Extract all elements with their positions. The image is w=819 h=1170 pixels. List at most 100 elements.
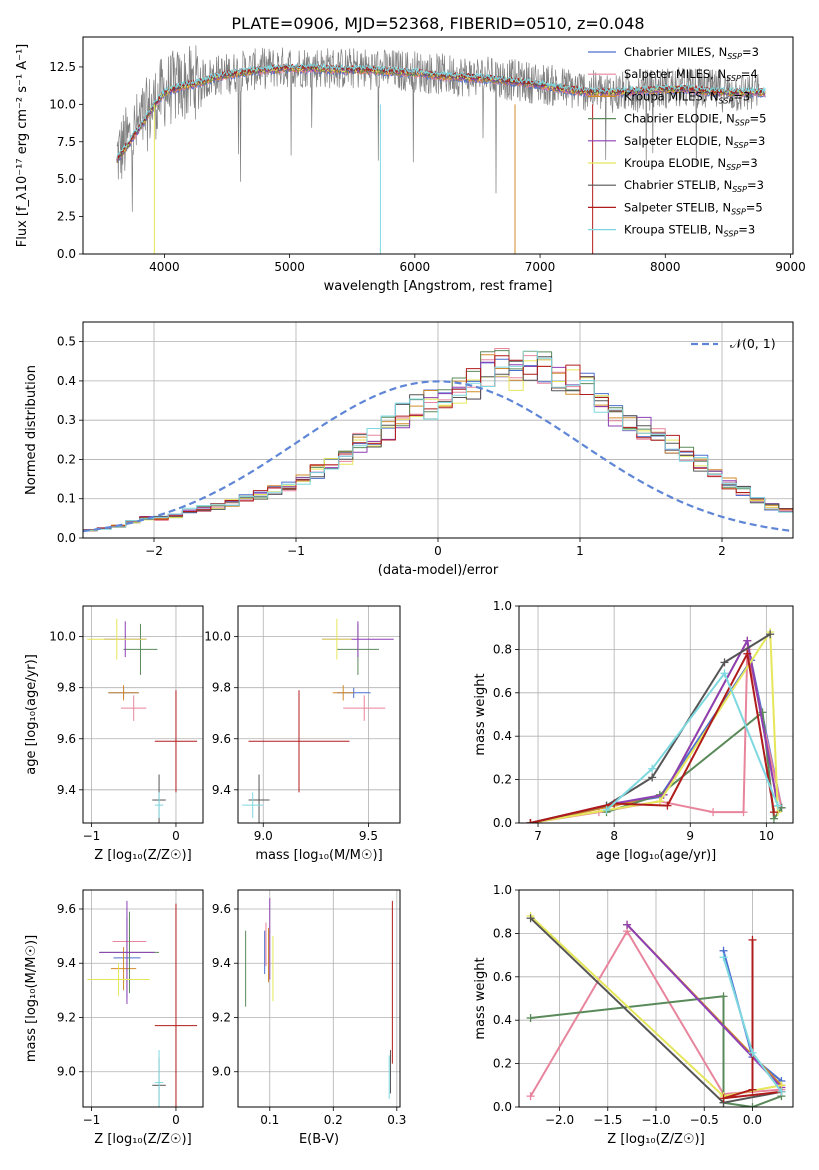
x-tick-label: −1.0: [641, 1113, 670, 1127]
y-tick-label: 2.5: [57, 210, 76, 224]
panel-age-vs-Z: −1 0 9.4 9.6 9.8 10.0 Z [log₁₀(Z/Z☉)] age [log₁…: [24, 605, 204, 863]
legend-label: Chabrier ELODIE, NSSP=5: [624, 112, 766, 128]
x-tick-label: 9: [686, 829, 694, 843]
y-axis-label: Normed distribution: [24, 365, 39, 495]
axes-frame: [518, 605, 794, 824]
plot-area: [83, 890, 203, 1107]
x-axis-label: Z [log₁₀(Z/Z☉)]: [94, 848, 191, 863]
x-tick-label: 5000: [274, 260, 305, 274]
weight-line-kroupa_stelib: [605, 672, 779, 811]
x-tick-label: 6000: [400, 260, 431, 274]
y-tick-label: 9.8: [57, 681, 76, 695]
y-tick-label: 7.5: [57, 135, 76, 149]
y-tick-label: 0.6: [493, 970, 512, 984]
x-tick-label: 0.3: [387, 1113, 406, 1127]
weight-line-salpeter_elodie: [626, 924, 783, 1089]
legend-label: Salpeter STELIB, NSSP=5: [624, 200, 763, 216]
y-tick-label: 0.0: [57, 247, 76, 261]
x-tick-label: −0.5: [690, 1113, 719, 1127]
axes-frame: [82, 321, 794, 539]
y-tick-label: 0.2: [493, 1057, 512, 1071]
legend: 𝒩(0, 1): [691, 336, 776, 351]
x-tick-label: −2.0: [545, 1113, 574, 1127]
histogram-kroupa_stelib: [83, 350, 793, 531]
y-tick-label: 9.4: [57, 956, 76, 970]
x-tick-label: 2: [718, 544, 726, 558]
panel-weight-vs-age: 7 8 9 10 0.0 0.2 0.4 0.6 0.8 1.0 age [log₁₀(age/yr…: [473, 599, 794, 863]
x-tick-label: 0.2: [324, 1113, 343, 1127]
y-tick-label: 9.4: [212, 783, 231, 797]
histogram-salpeter_elodie: [83, 359, 793, 531]
plot-area: [238, 606, 400, 823]
panel-mass-vs-Z: −1 0 9.0 9.2 9.4 9.6 Z [log₁₀(Z/Z☉)] mass [log₁…: [24, 889, 204, 1147]
legend: Chabrier MILES, NSSP=3 Salpeter MILES, NS…: [588, 45, 766, 239]
y-axis-label: mass weight: [473, 957, 488, 1039]
legend-label: Salpeter ELODIE, NSSP=3: [624, 134, 765, 150]
x-axis-label: age [log₁₀(age/yr)]: [596, 848, 717, 863]
weight-line-salpeter_stelib: [722, 939, 782, 1100]
y-tick-label: 0.3: [57, 413, 76, 427]
y-tick-label: 5.0: [57, 172, 76, 186]
panel-residuals: −2 −1 0 1 2 0.0 0.1 0.2 0.3 0.4 0.5 (data-model)/er…: [24, 321, 794, 578]
y-tick-label: 0.0: [57, 531, 76, 545]
x-tick-label: 0.1: [260, 1113, 279, 1127]
x-tick-label: 9.5: [359, 829, 378, 843]
panel-mass-vs-EBV: 0.1 0.2 0.3 9.0 9.2 9.4 9.6 E(B-V): [212, 889, 406, 1147]
panel-spectrum: 4000 5000 6000 7000 8000 9000 0.0 2.5 5.0 7.5 10.0…: [15, 36, 806, 294]
x-tick-label: 0: [172, 829, 180, 843]
y-tick-label: 9.6: [57, 732, 76, 746]
x-tick-label: 0: [434, 544, 442, 558]
y-axis-label: mass weight: [473, 673, 488, 755]
y-tick-label: 0.0: [493, 816, 512, 830]
legend-label: 𝒩(0, 1): [730, 336, 776, 351]
x-tick-label: −1: [83, 1113, 101, 1127]
y-tick-label: 9.0: [57, 1065, 76, 1079]
plot-area: [519, 890, 793, 1107]
axes-frame: [518, 889, 794, 1108]
x-tick-label: −1.5: [593, 1113, 622, 1127]
y-tick-label: 12.5: [49, 60, 76, 74]
plot-area: [238, 890, 400, 1107]
x-tick-label: 10: [759, 829, 774, 843]
x-tick-label: −1: [287, 544, 305, 558]
weight-line-chabrier_stelib: [530, 633, 771, 823]
y-tick-label: 10.0: [49, 97, 76, 111]
y-tick-label: 0.5: [57, 335, 76, 349]
y-tick-label: 0.2: [57, 452, 76, 466]
y-tick-label: 0.4: [57, 374, 76, 388]
axes-frame: [237, 889, 401, 1108]
x-axis-label: wavelength [Angstrom, rest frame]: [324, 279, 553, 294]
y-axis-label: Flux [f_λ10⁻¹⁷ erg cm⁻² s⁻¹ A⁻¹]: [15, 44, 30, 248]
normal-pdf-line: [83, 380, 793, 533]
panel-age-vs-mass: 9.0 9.5 9.4 9.6 9.8 10.0 mass [log₁₀(M/M☉)]: [204, 605, 401, 863]
y-tick-label: 0.8: [493, 642, 512, 656]
x-tick-label: 4000: [149, 260, 180, 274]
y-tick-label: 0.2: [493, 773, 512, 787]
x-axis-label: (data-model)/error: [378, 563, 499, 578]
y-tick-label: 9.2: [57, 1010, 76, 1024]
weight-line-kroupa_elodie: [530, 631, 779, 823]
y-tick-label: 10.0: [204, 630, 231, 644]
y-tick-label: 1.0: [493, 883, 512, 897]
x-tick-label: 0: [172, 1113, 180, 1127]
x-tick-label: 9.0: [254, 829, 273, 843]
y-tick-label: 0.4: [493, 1013, 512, 1027]
figure-title: PLATE=0906, MJD=52368, FIBERID=0510, z=0…: [231, 14, 644, 33]
legend-label: Salpeter MILES, NSSP=4: [624, 67, 758, 83]
y-tick-label: 0.1: [57, 492, 76, 506]
plot-area: [83, 606, 203, 823]
legend-label: Kroupa STELIB, NSSP=3: [624, 223, 755, 239]
y-tick-label: 0.8: [493, 926, 512, 940]
y-tick-label: 9.4: [57, 783, 76, 797]
y-tick-label: 9.0: [212, 1065, 231, 1079]
x-axis-label: E(B-V): [299, 1132, 339, 1147]
x-tick-label: 9000: [775, 260, 806, 274]
y-tick-label: 9.2: [212, 1010, 231, 1024]
y-tick-label: 10.0: [49, 630, 76, 644]
plot-area: [83, 322, 793, 538]
panel-weight-vs-Z: −2.0 −1.5 −1.0 −0.5 0.0 0.0 0.2 0.4 0.6 0.8 1.0 Z […: [473, 883, 794, 1147]
x-axis-label: mass [log₁₀(M/M☉)]: [255, 848, 382, 863]
model-line-kroupa_stelib: [116, 62, 766, 159]
legend-label: Chabrier STELIB, NSSP=3: [624, 178, 764, 194]
axes-frame: [82, 889, 204, 1108]
